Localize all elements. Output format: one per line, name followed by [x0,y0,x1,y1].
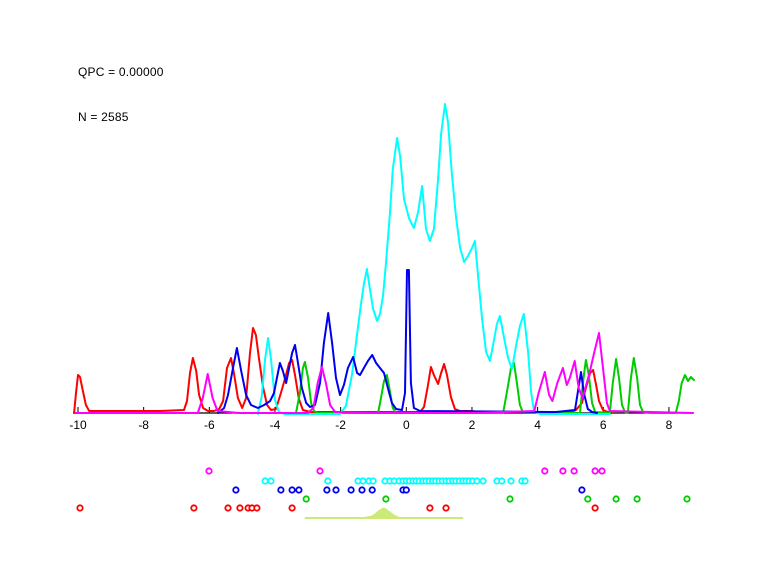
x-axis-tick-label: 4 [534,418,541,432]
sample-marker-magenta [205,467,213,475]
x-axis-tick-label: 0 [403,418,410,432]
sample-marker-green [382,495,390,503]
sample-marker-blue [323,486,331,494]
sample-marker-blue [402,486,410,494]
sample-marker-red [253,504,261,512]
x-axis-tick-label: -4 [270,418,281,432]
x-axis-tick-label: -8 [138,418,149,432]
sample-marker-blue [347,486,355,494]
sample-marker-red [236,504,244,512]
x-axis-tick-label: -2 [335,418,346,432]
n-value-label: N = 2585 [78,110,129,124]
sample-marker-blue [288,486,296,494]
sample-marker-cyan [498,477,506,485]
sample-marker-cyan [267,477,275,485]
x-axis-tick-label: 6 [600,418,607,432]
sample-marker-blue [358,486,366,494]
density-curve-red [73,327,613,414]
sample-marker-red [591,504,599,512]
sample-marker-cyan [369,477,377,485]
sample-marker-cyan [521,477,529,485]
x-axis-tick-label: 8 [666,418,673,432]
sample-marker-blue [332,486,340,494]
density-curve-blue [216,269,598,414]
density-curve-magenta [75,332,694,414]
sample-marker-red [224,504,232,512]
sample-marker-green [683,495,691,503]
sample-marker-blue [232,486,240,494]
qpc-value-label: QPC = 0.00000 [78,65,164,79]
sample-marker-green [612,495,620,503]
sample-marker-magenta [316,467,324,475]
x-axis-tick-label: -6 [204,418,215,432]
x-axis-tick-label: -10 [69,418,87,432]
x-axis-tick-label: 2 [469,418,476,432]
sample-marker-magenta [541,467,549,475]
sample-marker-red [76,504,84,512]
sample-marker-red [288,504,296,512]
sample-marker-cyan [479,477,487,485]
sample-marker-red [442,504,450,512]
sample-marker-cyan [359,477,367,485]
sample-marker-blue [295,486,303,494]
sample-marker-magenta [570,467,578,475]
sample-marker-magenta [591,467,599,475]
density-curve-cyan [256,103,611,415]
sample-marker-cyan [507,477,515,485]
sample-marker-cyan [473,477,481,485]
sample-marker-cyan [261,477,269,485]
sample-marker-green [584,495,592,503]
sample-marker-red [190,504,198,512]
sample-marker-blue [578,486,586,494]
sample-marker-blue [368,486,376,494]
sample-marker-magenta [598,467,606,475]
sample-marker-magenta [559,467,567,475]
sample-marker-blue [277,486,285,494]
sample-marker-green [302,495,310,503]
sample-marker-green [633,495,641,503]
stats-annotation: QPC = 0.00000 N = 2585 [78,35,164,155]
sample-marker-green [506,495,514,503]
sample-marker-red [426,504,434,512]
projection-bump [361,507,407,519]
sample-marker-cyan [324,477,332,485]
